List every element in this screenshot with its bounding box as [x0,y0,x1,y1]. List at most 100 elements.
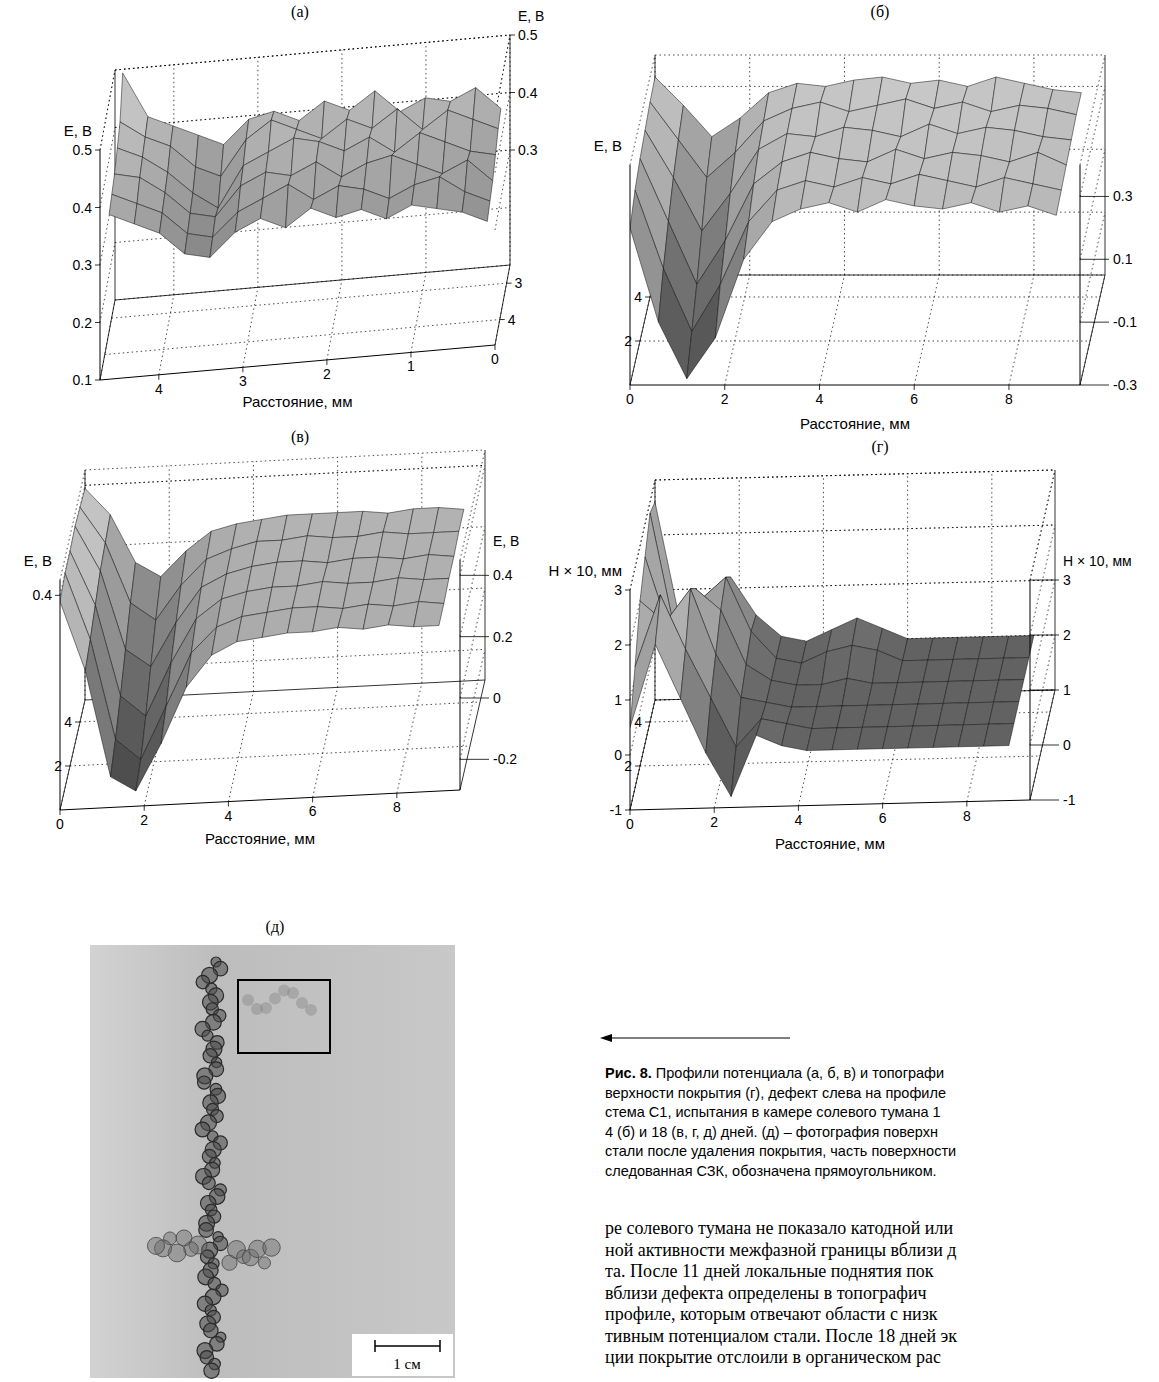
blob [258,1257,270,1269]
grid-line [112,283,507,318]
surface-cell [984,724,1014,747]
tick [242,367,243,372]
grid-line [630,700,655,810]
tick [460,636,489,637]
box-edge [655,55,1105,56]
blob [202,1177,215,1190]
surface-cell [386,185,414,219]
tick-label: 4 [155,381,163,397]
grid-line [1009,275,1034,385]
tick [1030,745,1059,746]
surface-cell [971,178,1004,213]
tick [95,380,100,381]
surface-cell [235,198,263,232]
axis-title: H × 10, мм [1063,553,1132,569]
tick [460,759,489,760]
body-line: вблизи дефекта определены в топографич [605,1283,927,1303]
tick [635,341,640,342]
surface-cell [462,192,490,222]
caption: Рис. 8. Профили потенциала (а, б, в) и т… [605,1065,956,1179]
tick [1080,322,1109,323]
surface-cell [311,186,339,218]
box-edge [655,470,1055,480]
scale-bar [375,1345,440,1347]
panel-title: (д) [266,918,285,936]
panel: (в)02468240.4-0.200.20.4Расстояние, ммE,… [24,428,520,847]
surface-cell [115,148,143,178]
surface-cell [210,212,238,258]
grid-line [914,275,939,385]
surface-cell [857,178,890,213]
grid-line [115,265,510,300]
surface-cell [681,649,711,753]
axes: 0246824-10123-10123Расстояние, ммH × 10,… [548,553,1131,852]
caption-text: Профили потенциала (а, б, в) и топографи [656,1065,944,1081]
box-edge [1080,275,1105,385]
tick-label: 8 [963,808,971,824]
panel: (г)0246824-10123-10123Расстояние, ммH × … [548,438,1131,852]
tick [625,590,630,591]
surface-cell [756,719,786,746]
surface-cell [186,627,216,687]
tick [95,265,100,266]
tick [966,802,967,807]
surface-cell [999,658,1029,681]
blob [242,994,254,1006]
tick-label: 0.3 [518,142,538,158]
tick [396,793,397,798]
surface-cell [852,618,882,650]
caption-line: следованная СЗК, обозначена прямоугольни… [605,1163,937,1179]
axis-title: E, В [64,122,92,139]
surface-cell [60,573,90,670]
tick-label: 4 [795,812,803,828]
surface-cell [829,178,863,213]
tick-label: 0.3 [73,257,93,273]
surface-cell [986,105,1019,130]
tick-label: 4 [508,312,516,328]
grid-line [60,700,85,810]
tick-label: 1 [614,692,622,708]
surface-cell [260,184,288,227]
surface-cell [302,536,332,563]
tick-label: -1 [1063,792,1076,808]
tick [510,92,515,93]
surface-cell [212,617,242,656]
tick [507,283,512,284]
tick-label: -0.3 [1113,377,1137,393]
surface-cell [872,650,902,683]
grid-line [243,287,258,367]
surface-cell [731,719,761,797]
surface-cell [412,177,440,209]
grid [100,35,510,380]
caption-line: стема С1, испытания в камере солевого ту… [605,1104,941,1120]
box-edge [115,265,510,300]
axis-title: Расстояние, мм [243,393,353,410]
surface-cell [715,222,748,338]
grid-line [495,150,510,230]
grid-line [115,35,510,70]
blob [305,1004,317,1016]
surface-cell [109,194,137,224]
arrow-shaft [604,1037,790,1038]
surface-cell [630,190,663,322]
surface-cell [419,578,449,603]
scale-bar-bg [352,1334,453,1376]
box-edge [630,700,655,810]
photo-panel: (д)1 см [90,918,455,1378]
surface-cell [134,204,162,234]
surface [109,73,501,258]
panel-title: (а) [291,3,309,21]
axes: 02468240.4-0.200.20.4Расстояние, ммE, ВE… [24,533,520,847]
grid-line [115,35,510,70]
grid-line [100,70,115,150]
tick [1008,385,1009,390]
tick-label: 0.1 [73,372,93,388]
tick [95,150,100,151]
tick-label: 0.4 [493,567,513,583]
surface-cell [336,186,364,218]
grid-line [655,470,1055,480]
tick-label: 2 [323,366,331,382]
tick [158,375,159,380]
axes: 43210430.10.20.30.40.50.30.40.5Расстояни… [64,8,545,410]
tick-label: 0.4 [33,587,53,603]
